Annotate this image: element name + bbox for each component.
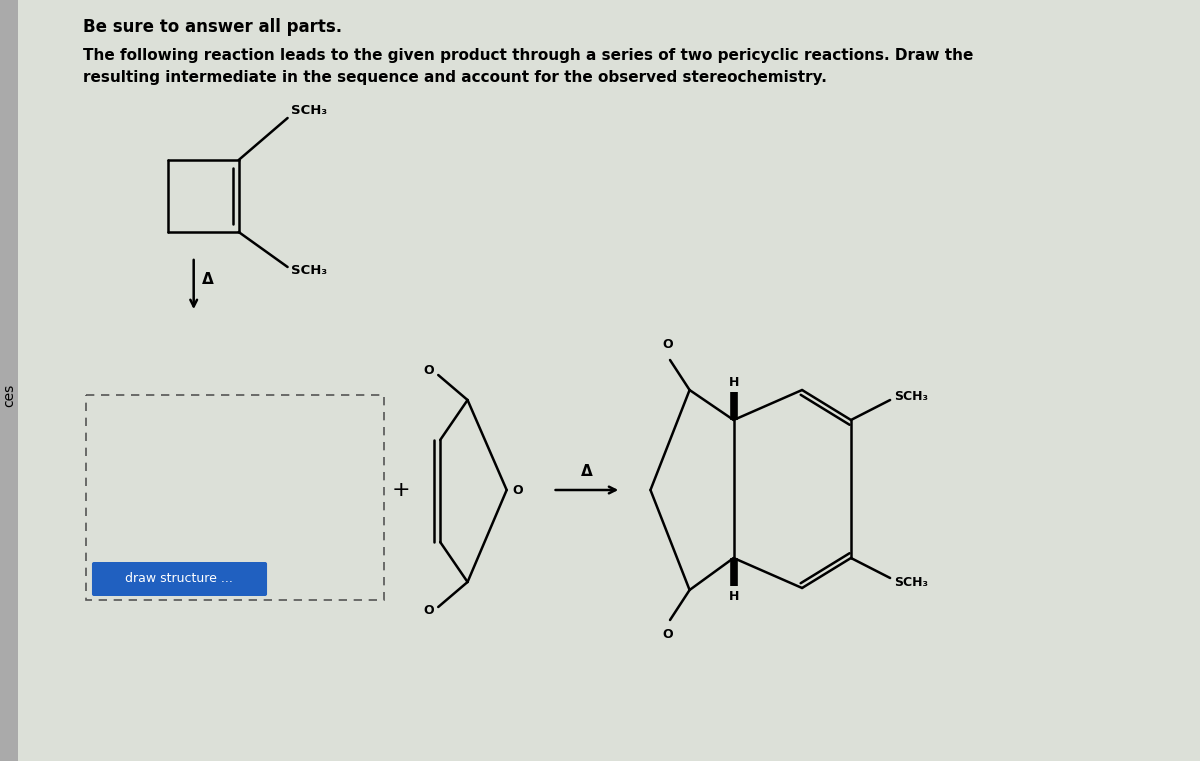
- Text: O: O: [424, 604, 433, 617]
- Text: +: +: [391, 480, 410, 500]
- Text: SCH₃: SCH₃: [290, 104, 326, 117]
- Text: SCH₃: SCH₃: [894, 575, 928, 588]
- Text: Be sure to answer all parts.: Be sure to answer all parts.: [83, 18, 342, 36]
- Text: O: O: [512, 483, 523, 496]
- Text: O: O: [662, 629, 673, 642]
- Bar: [86, 395, 384, 600]
- Bar: [0, 0, 18, 761]
- Text: The following reaction leads to the given product through a series of two pericy: The following reaction leads to the give…: [83, 48, 973, 63]
- Text: ces: ces: [2, 384, 16, 406]
- Text: resulting intermediate in the sequence and account for the observed stereochemis: resulting intermediate in the sequence a…: [83, 70, 827, 85]
- Text: H: H: [728, 375, 739, 389]
- Text: SCH₃: SCH₃: [290, 263, 326, 276]
- Text: SCH₃: SCH₃: [894, 390, 928, 403]
- Text: Δ: Δ: [202, 272, 214, 286]
- Text: O: O: [424, 365, 433, 377]
- FancyBboxPatch shape: [92, 562, 268, 596]
- Text: O: O: [662, 339, 673, 352]
- Text: H: H: [728, 590, 739, 603]
- Text: draw structure ...: draw structure ...: [125, 572, 233, 585]
- Text: Δ: Δ: [581, 464, 593, 479]
